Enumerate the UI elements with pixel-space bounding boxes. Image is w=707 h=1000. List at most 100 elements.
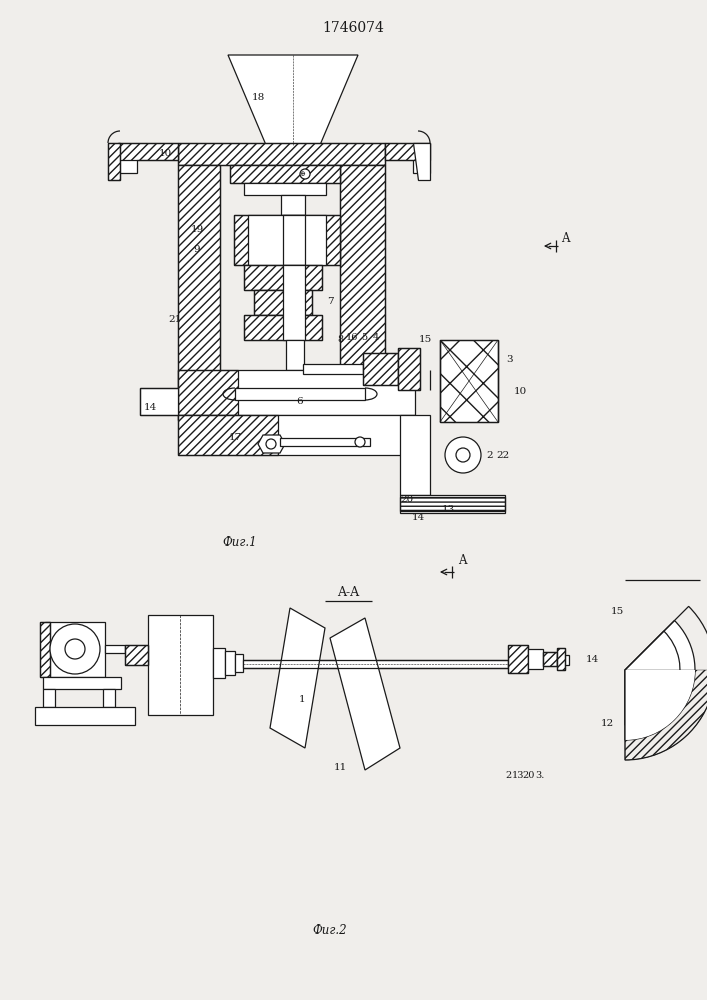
Polygon shape (228, 55, 358, 145)
Bar (385, 143, 430, 160)
Text: 1: 1 (298, 696, 305, 704)
Polygon shape (178, 143, 385, 165)
Circle shape (266, 439, 276, 449)
Bar (125, 645, 148, 665)
Bar (230, 165, 340, 183)
Text: 3: 3 (507, 356, 513, 364)
Bar (118, 143, 178, 160)
Bar (440, 340, 498, 422)
Bar (557, 648, 565, 670)
Bar (557, 648, 565, 670)
Bar (400, 495, 505, 513)
Text: 15: 15 (419, 336, 432, 344)
Text: 14: 14 (585, 656, 599, 664)
Polygon shape (234, 215, 340, 265)
Text: 20: 20 (400, 495, 414, 504)
Bar (400, 415, 430, 495)
Text: A: A (561, 232, 569, 244)
Polygon shape (244, 315, 322, 340)
Text: 1746074: 1746074 (322, 21, 384, 35)
Text: ⊕: ⊕ (299, 170, 305, 178)
Text: 18: 18 (252, 94, 264, 103)
Text: Фиг.1: Фиг.1 (223, 536, 257, 550)
Circle shape (355, 437, 365, 447)
Bar (230, 165, 340, 183)
Wedge shape (625, 670, 695, 740)
Bar (340, 165, 385, 410)
Bar (543, 652, 557, 666)
Circle shape (456, 448, 470, 462)
Text: 8: 8 (337, 336, 343, 344)
Bar (43, 689, 55, 707)
Bar (557, 655, 569, 665)
Text: 11: 11 (334, 764, 346, 772)
Bar (400, 497, 505, 511)
Bar (103, 689, 115, 707)
Bar (40, 622, 50, 677)
Bar (286, 340, 304, 370)
Bar (125, 645, 148, 665)
Text: 14: 14 (411, 514, 425, 522)
Bar (225, 651, 235, 675)
Polygon shape (248, 215, 326, 265)
Text: A-A: A-A (337, 585, 359, 598)
Circle shape (445, 437, 481, 473)
Text: 16: 16 (346, 334, 358, 342)
Text: 15: 15 (610, 607, 624, 616)
Bar (363, 353, 398, 385)
Polygon shape (118, 143, 178, 173)
Text: 2: 2 (486, 450, 493, 460)
Bar (243, 660, 508, 668)
Text: 12: 12 (600, 718, 614, 728)
Text: Фиг.2: Фиг.2 (312, 924, 347, 936)
Circle shape (65, 639, 85, 659)
Bar (178, 165, 220, 420)
Polygon shape (270, 608, 325, 748)
Bar (281, 195, 305, 215)
Bar (148, 615, 213, 715)
Bar (508, 645, 528, 673)
Bar (303, 364, 363, 374)
Circle shape (300, 169, 310, 179)
Bar (508, 645, 528, 673)
Text: 20: 20 (522, 770, 535, 780)
Text: 13: 13 (512, 770, 525, 780)
Text: 14: 14 (144, 403, 157, 412)
Bar (213, 648, 225, 678)
Bar (363, 353, 398, 385)
Bar (235, 654, 243, 672)
Bar (178, 415, 278, 455)
Bar (244, 183, 326, 195)
Text: 19: 19 (190, 226, 204, 234)
Polygon shape (178, 370, 415, 415)
Text: 10: 10 (158, 148, 172, 157)
Text: 22: 22 (496, 450, 510, 460)
Bar (40, 622, 50, 677)
Text: 10: 10 (513, 387, 527, 396)
Bar (528, 649, 543, 669)
Text: 2: 2 (505, 770, 511, 780)
Bar (108, 143, 120, 180)
Bar (105, 645, 125, 653)
Polygon shape (178, 415, 415, 455)
Polygon shape (413, 143, 430, 180)
Polygon shape (244, 265, 322, 290)
Text: 3.: 3. (535, 770, 544, 780)
Text: 17: 17 (228, 434, 242, 442)
Text: 21: 21 (168, 316, 182, 324)
Bar (283, 265, 305, 340)
Bar (244, 265, 322, 290)
Bar (254, 290, 312, 315)
Text: 13: 13 (441, 506, 455, 514)
Text: 9: 9 (194, 245, 200, 254)
Bar (398, 348, 420, 390)
Bar (178, 143, 385, 165)
Polygon shape (340, 165, 385, 410)
Text: 5: 5 (361, 332, 367, 342)
Bar (244, 315, 322, 340)
Wedge shape (625, 631, 680, 725)
Bar (234, 215, 340, 265)
Polygon shape (385, 143, 430, 173)
Polygon shape (108, 143, 120, 180)
Text: A: A (457, 554, 466, 566)
